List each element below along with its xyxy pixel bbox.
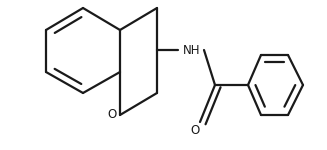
Text: NH: NH bbox=[183, 44, 201, 57]
Text: O: O bbox=[190, 123, 199, 136]
Text: O: O bbox=[107, 108, 117, 122]
